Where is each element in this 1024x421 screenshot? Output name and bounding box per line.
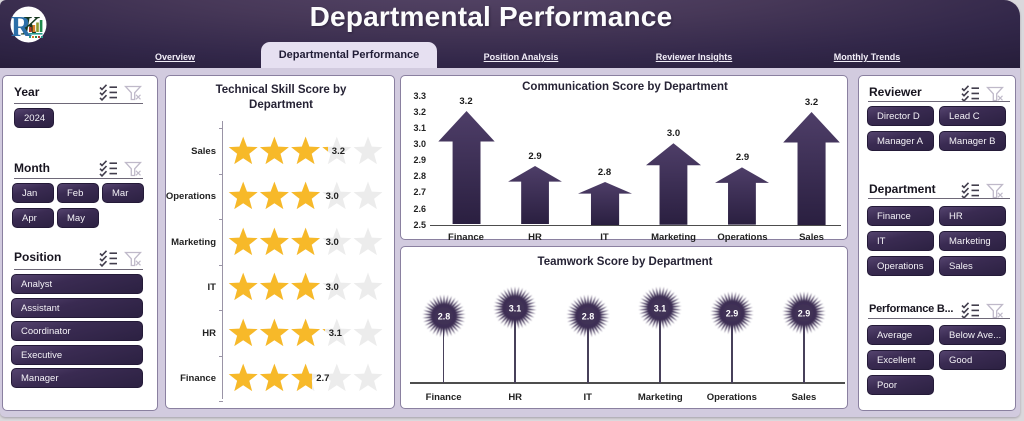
- svg-text:2.9: 2.9: [726, 308, 739, 318]
- svg-text:R: R: [11, 12, 32, 43]
- svg-text:3.1: 3.1: [654, 303, 667, 313]
- svg-text:2.8: 2.8: [581, 311, 594, 321]
- svg-text:2.9: 2.9: [798, 308, 811, 318]
- svg-text:2.8: 2.8: [437, 311, 450, 321]
- svg-text:3.1: 3.1: [509, 303, 522, 313]
